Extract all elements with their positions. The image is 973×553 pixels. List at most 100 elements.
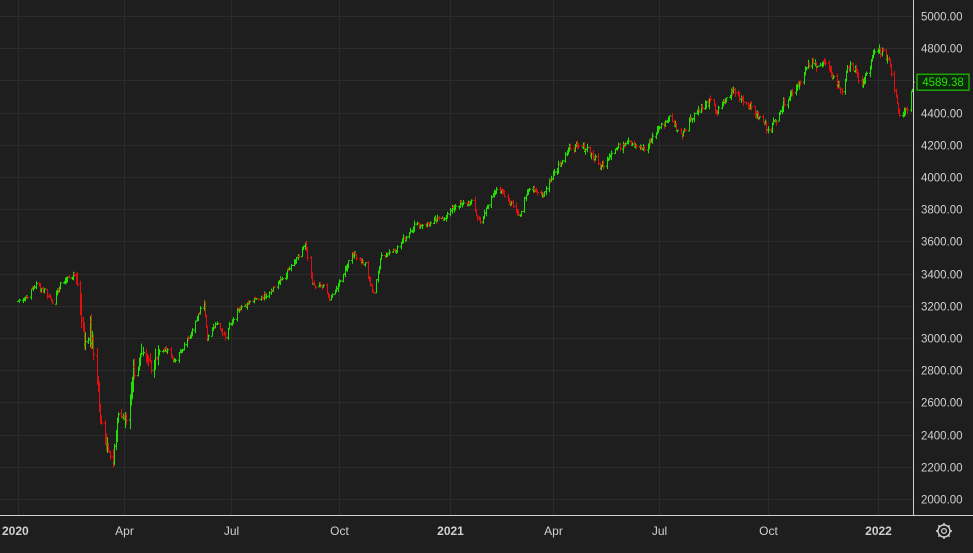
ohlc-bar — [528, 187, 531, 192]
price-tick-label: 2800.00 — [921, 366, 963, 378]
ohlc-bar — [335, 285, 338, 293]
ohlc-bar — [772, 117, 775, 125]
ohlc-bar — [586, 143, 589, 153]
ohlc-bar — [832, 74, 835, 80]
ohlc-bar — [59, 282, 62, 290]
ohlc-bar — [693, 112, 696, 123]
ohlc-bars — [17, 44, 915, 468]
ohlc-bar — [174, 358, 177, 363]
ohlc-bar — [413, 220, 416, 232]
ohlc-bar — [561, 159, 564, 165]
grid — [0, 0, 913, 515]
ohlc-bar — [631, 142, 634, 147]
ohlc-bar — [80, 293, 83, 329]
ohlc-bar — [314, 285, 317, 290]
price-tick-label: 2600.00 — [921, 398, 963, 410]
ohlc-bar — [107, 444, 110, 453]
ohlc-bar — [342, 273, 345, 283]
ohlc-bar — [43, 288, 46, 294]
ohlc-bar — [594, 154, 597, 161]
ohlc-bar — [306, 247, 309, 261]
ohlc-bar — [882, 47, 885, 53]
time-tick-label: Apr — [544, 524, 563, 538]
ohlc-bar — [265, 293, 268, 299]
ohlc-bar — [709, 95, 712, 103]
ohlc-bar — [742, 95, 745, 106]
last-price-badge: 4589.38 — [916, 73, 970, 91]
ohlc-bar — [564, 152, 567, 163]
price-tick-label: 2400.00 — [921, 431, 963, 443]
ohlc-bar — [117, 412, 120, 424]
ohlc-bar — [26, 296, 29, 300]
gear-icon — [936, 523, 952, 539]
ohlc-bar — [438, 216, 441, 221]
ohlc-bar — [416, 221, 419, 226]
ohlc-bar — [150, 360, 153, 374]
ohlc-bar — [476, 215, 479, 221]
ohlc-bar — [691, 117, 694, 123]
ohlc-bar — [445, 214, 448, 222]
ohlc-bar — [775, 120, 778, 126]
ohlc-bar — [610, 150, 613, 161]
ohlc-bar — [331, 293, 334, 298]
ohlc-bar — [635, 145, 638, 149]
ohlc-bar — [767, 126, 770, 134]
ohlc-bar — [865, 71, 868, 76]
ohlc-bar — [224, 332, 227, 341]
ohlc-bar — [619, 142, 622, 152]
price-tick-label: 5000.00 — [921, 12, 963, 24]
ohlc-bar — [898, 108, 901, 117]
time-tick-label: Oct — [759, 524, 778, 538]
ohlc-bar — [322, 284, 325, 288]
ohlc-bar — [627, 137, 630, 145]
price-tick-label: 3000.00 — [921, 334, 963, 346]
ohlc-bar — [812, 57, 815, 65]
ohlc-bar — [35, 281, 38, 290]
ohlc-bar — [643, 145, 646, 152]
ohlc-bar — [896, 94, 899, 104]
ohlc-bar — [396, 245, 399, 253]
ohlc-bar — [181, 348, 184, 353]
ohlc-bar — [273, 286, 276, 288]
ohlc-bar — [545, 186, 548, 196]
ohlc-bar — [257, 298, 260, 301]
ohlc-bar — [684, 128, 687, 132]
ohlc-bar — [191, 328, 194, 337]
ohlc-bar — [553, 168, 556, 176]
ohlc-bar — [668, 115, 671, 122]
ohlc-bar — [624, 142, 627, 147]
time-axis[interactable]: 2020 Apr Jul Oct 2021 Apr Jul Oct 2022 — [2, 524, 892, 538]
ohlc-bar — [142, 346, 145, 357]
ohlc-bar — [512, 199, 515, 208]
ohlc-bar — [281, 276, 284, 281]
ohlc-bar — [536, 190, 539, 196]
ohlc-bar — [51, 299, 54, 305]
ohlc-bar — [569, 143, 572, 150]
ohlc-bar — [852, 62, 855, 72]
ohlc-bar — [479, 216, 482, 225]
ohlc-bar — [734, 88, 737, 97]
ohlc-bar — [849, 60, 852, 72]
price-tick-label: 2000.00 — [921, 495, 963, 507]
ohlc-bar — [369, 277, 372, 287]
chart-settings-button[interactable] — [936, 523, 952, 539]
ohlc-bar — [207, 334, 210, 341]
ohlc-bar — [639, 144, 642, 150]
ohlc-bar — [475, 208, 478, 217]
ohlc-bar — [380, 252, 383, 261]
ohlc-bar — [550, 175, 553, 182]
ohlc-bar — [158, 349, 161, 356]
ohlc-bar — [446, 211, 449, 219]
ohlc-bar — [816, 65, 819, 68]
ohlc-bar — [364, 262, 367, 267]
ohlc-bar — [602, 160, 605, 170]
last-price-label: 4589.38 — [922, 77, 964, 89]
ohlc-bar — [857, 72, 860, 84]
price-tick-label: 2200.00 — [921, 463, 963, 475]
ohlc-bar — [339, 280, 342, 283]
ohlc-bar — [388, 249, 391, 256]
ohlc-bar — [84, 332, 87, 351]
ohlc-bar — [248, 300, 251, 305]
